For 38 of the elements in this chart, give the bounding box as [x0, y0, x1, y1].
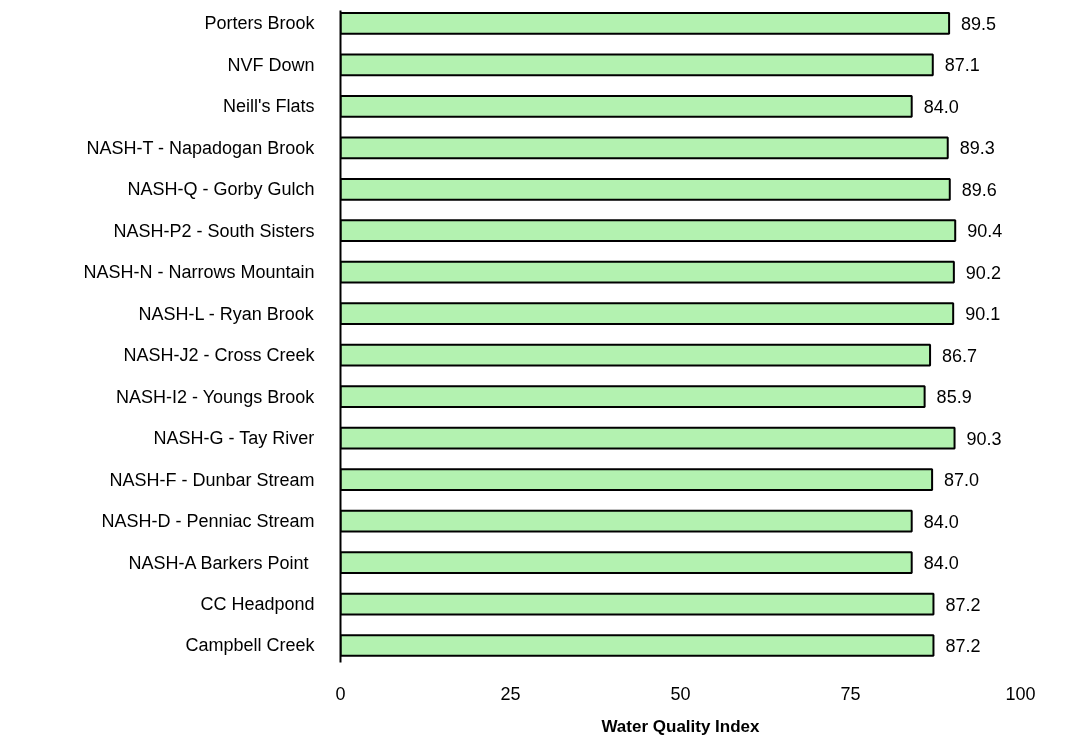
data-label: 89.3	[959, 138, 995, 159]
y-tick-label: NASH-F - Dunbar Stream	[109, 469, 315, 490]
y-tick-label: CC Headpond	[200, 594, 315, 615]
data-label: 90.2	[965, 262, 1001, 283]
data-label: 87.1	[944, 55, 980, 76]
y-tick-label: NASH-P2 - South Sisters	[113, 220, 315, 241]
y-tick-label: NASH-G - Tay River	[153, 428, 315, 449]
x-tick-label: 100	[1005, 683, 1036, 704]
y-tick-label: NASH-A Barkers Point	[128, 552, 309, 573]
y-tick-label: NASH-D - Penniac Stream	[101, 511, 315, 532]
y-tick-label: NVF Down	[227, 54, 315, 75]
x-tick-label: 0	[335, 683, 346, 704]
y-tick-label: NASH-N - Narrows Mountain	[83, 262, 315, 283]
x-tick-label: 75	[840, 683, 861, 704]
data-label: 89.6	[961, 179, 997, 200]
x-tick-label: 50	[670, 683, 691, 704]
data-label: 87.0	[944, 470, 980, 491]
data-label: 89.5	[961, 13, 997, 34]
data-label: 90.1	[965, 304, 1001, 325]
y-tick-label: NASH-I2 - Youngs Brook	[116, 386, 316, 407]
y-tick-label: Porters Brook	[204, 13, 316, 34]
y-tick-label: NASH-Q - Gorby Gulch	[127, 179, 315, 200]
y-tick-label: Neill's Flats	[223, 96, 315, 117]
data-label: 86.7	[942, 345, 978, 366]
y-tick-label: NASH-T - Napadogan Brook	[86, 137, 316, 158]
x-axis-title: Water Quality Index	[601, 716, 761, 736]
data-label: 87.2	[945, 635, 981, 656]
data-label: 87.2	[945, 594, 981, 615]
data-label: 84.0	[923, 553, 959, 574]
data-label: 85.9	[936, 387, 972, 408]
data-label: 90.4	[967, 221, 1003, 242]
data-label: 84.0	[923, 511, 959, 532]
data-label: 90.3	[966, 428, 1002, 449]
data-label: 84.0	[923, 96, 959, 117]
y-tick-label: Campbell Creek	[185, 635, 316, 656]
y-tick-label: NASH-L - Ryan Brook	[138, 303, 315, 324]
x-tick-label: 25	[500, 683, 521, 704]
y-tick-label: NASH-J2 - Cross Creek	[123, 345, 316, 366]
